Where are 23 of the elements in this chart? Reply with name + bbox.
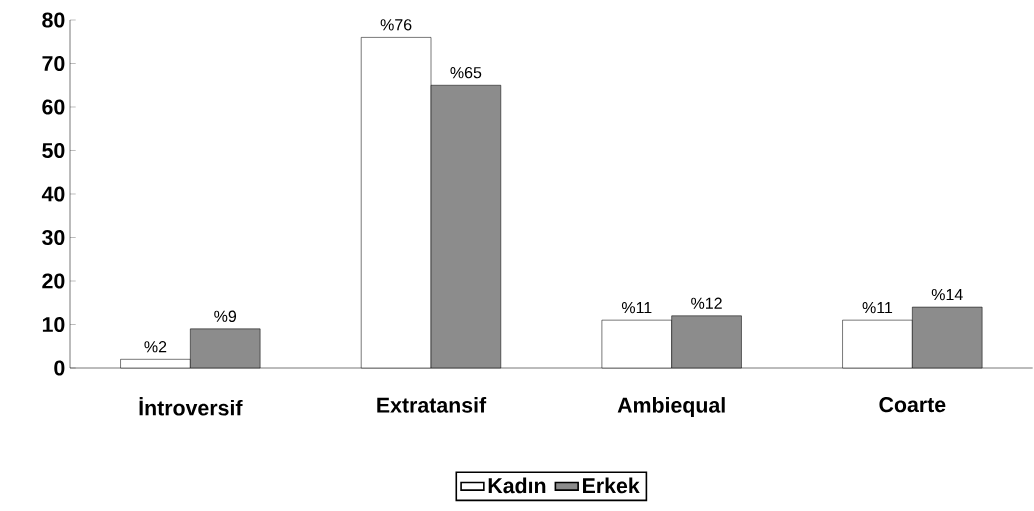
data-label: %11 bbox=[621, 302, 652, 314]
data-label: %14 bbox=[931, 288, 963, 301]
x-tick-label: Coarte bbox=[879, 397, 946, 413]
data-label: %2 bbox=[144, 341, 167, 353]
data-label: %12 bbox=[691, 297, 722, 309]
y-tick-label: 70 bbox=[42, 55, 65, 72]
data-label: %65 bbox=[450, 66, 482, 79]
y-tick-label: 20 bbox=[42, 273, 65, 289]
y-tick-label: 10 bbox=[42, 316, 65, 333]
x-tick-label: İntroversif bbox=[139, 397, 243, 416]
y-tick-label: 40 bbox=[41, 186, 65, 202]
y-tick-label: 50 bbox=[42, 142, 65, 159]
y-tick-label: 60 bbox=[42, 99, 65, 115]
x-tick-label: Ambiequal bbox=[617, 397, 725, 417]
x-tick-label: Extratansif bbox=[377, 397, 487, 413]
data-label: %11 bbox=[862, 302, 893, 314]
y-tick-label: 0 bbox=[54, 360, 65, 376]
legend-label: Erkek bbox=[583, 477, 640, 494]
data-label: %76 bbox=[380, 19, 412, 31]
legend-label: Kadın bbox=[488, 477, 546, 494]
y-tick-label: 80 bbox=[42, 12, 65, 28]
y-tick-label: 30 bbox=[42, 229, 65, 246]
data-label: %9 bbox=[214, 310, 237, 322]
